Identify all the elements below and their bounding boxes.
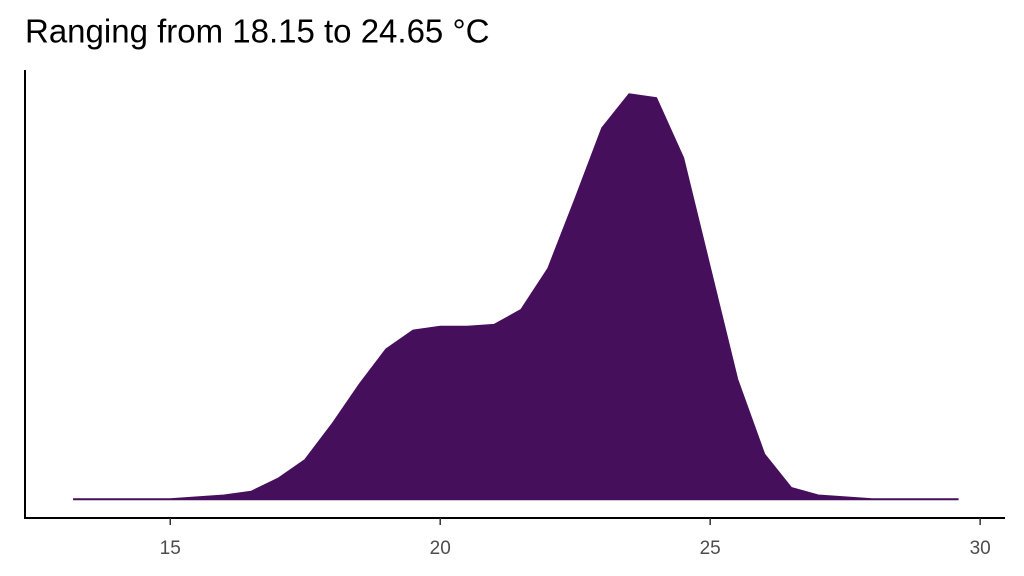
x-tick-label: 25 xyxy=(700,538,721,559)
x-tick-label: 30 xyxy=(970,538,991,559)
x-tick-label: 15 xyxy=(160,538,181,559)
chart-title: Ranging from 18.15 to 24.65 °C xyxy=(25,13,489,50)
density-area xyxy=(73,93,959,501)
x-tick-label: 20 xyxy=(430,538,451,559)
